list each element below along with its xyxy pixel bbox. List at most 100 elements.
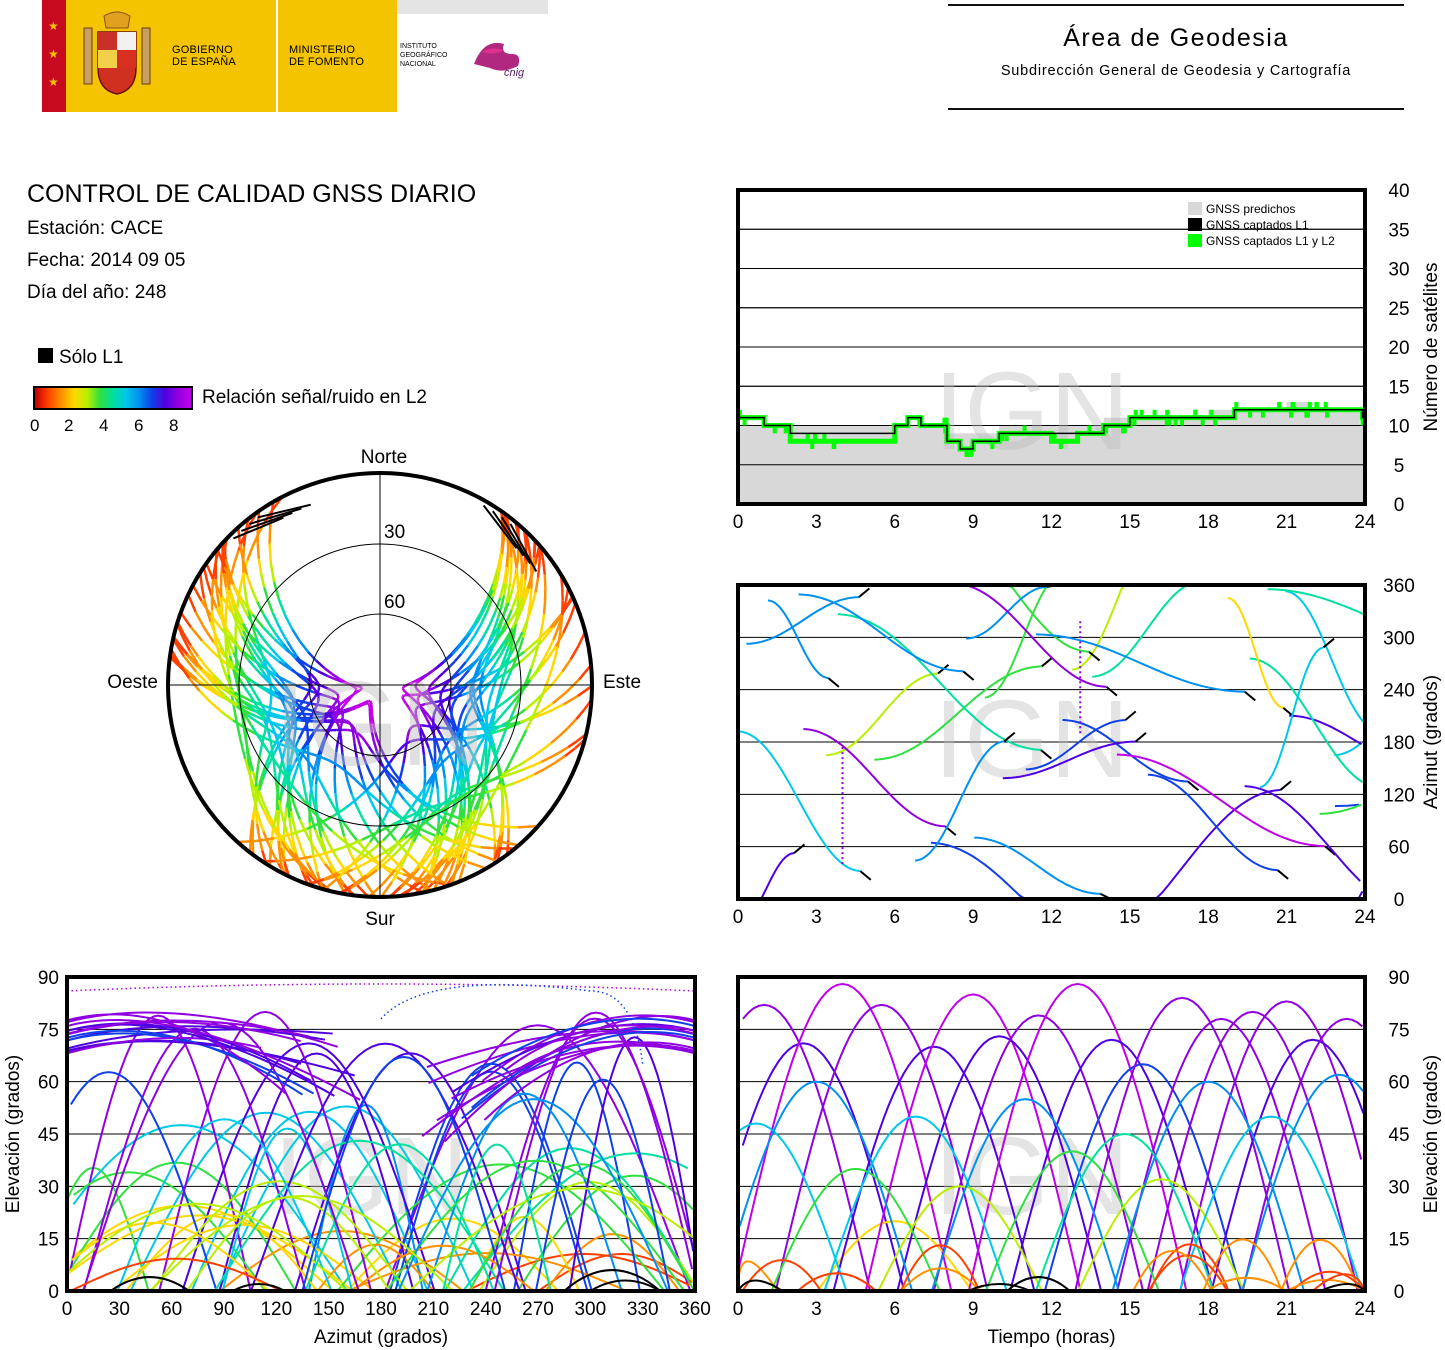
sky-track-segment xyxy=(254,652,264,664)
sky-track-segment xyxy=(459,661,467,670)
y-axis-title: Número de satélites xyxy=(1421,263,1442,432)
sky-track-segment xyxy=(461,689,473,697)
sky-track-segment xyxy=(419,706,425,713)
y-tick-label: 0 xyxy=(1394,1282,1405,1303)
sky-track-segment xyxy=(505,612,517,628)
sky-track-segment xyxy=(549,751,560,759)
elevation-azimuth-track xyxy=(443,1014,696,1143)
sky-track-segment xyxy=(490,685,495,694)
area-rule-top xyxy=(948,4,1404,6)
sky-track-segment xyxy=(397,746,403,753)
sky-track-segment xyxy=(489,726,499,734)
sky-track-segment xyxy=(540,756,551,764)
y-tick-label: 120 xyxy=(1383,785,1415,806)
elevation-azimuth-track xyxy=(181,1042,436,1292)
sky-track-segment xyxy=(262,659,268,668)
sky-track-segment xyxy=(495,627,502,637)
sky-track-segment xyxy=(352,863,364,871)
sky-track-segment xyxy=(529,588,533,603)
sky-track-segment xyxy=(256,543,261,559)
sky-track-segment xyxy=(251,613,265,629)
sky-track-segment xyxy=(558,624,563,637)
sky-track-segment xyxy=(178,663,191,680)
sky-track-segment xyxy=(499,595,506,608)
sky-track-segment xyxy=(303,829,312,842)
sky-track-segment xyxy=(466,707,473,714)
sky-track-segment xyxy=(342,699,350,707)
sky-track-segment xyxy=(212,674,223,685)
elevation-azimuth-track xyxy=(484,1017,694,1292)
sky-track-segment xyxy=(196,665,212,680)
sky-track-segment xyxy=(377,816,387,831)
sky-track-segment xyxy=(507,637,513,648)
sky-track-segment xyxy=(333,806,347,817)
sky-track-segment xyxy=(469,694,473,700)
svg-text:★: ★ xyxy=(48,19,59,33)
elevation-time-track xyxy=(742,1003,872,1292)
sky-track-segment xyxy=(236,705,252,716)
sky-track-segment xyxy=(473,748,479,756)
sky-track-segment xyxy=(455,816,461,832)
sky-track-segment xyxy=(426,668,436,676)
sky-track-segment xyxy=(269,646,279,657)
sky-track-segment xyxy=(458,675,465,683)
sky-track-segment xyxy=(357,739,362,747)
sky-track-segment xyxy=(569,645,580,661)
azimuth-track-tail xyxy=(1187,780,1200,791)
x-tick-label: 0 xyxy=(733,1299,744,1320)
sky-track-segment xyxy=(425,777,432,785)
skyplot-tracks xyxy=(168,496,593,898)
sky-track-segment xyxy=(498,690,504,699)
sky-track-segment xyxy=(364,702,368,706)
sky-track-segment xyxy=(227,631,237,643)
sky-track-segment xyxy=(549,612,564,629)
sky-track-segment xyxy=(496,607,503,619)
sky-track-segment xyxy=(352,725,357,731)
sky-track-segment xyxy=(327,796,335,807)
sky-track-segment xyxy=(273,833,292,840)
sky-track-segment xyxy=(219,597,224,609)
sky-track-segment xyxy=(182,655,198,673)
sky-track-segment xyxy=(486,788,496,794)
sky-track-segment xyxy=(362,858,373,866)
sky-track-segment xyxy=(300,849,309,864)
sky-track-segment xyxy=(547,639,555,652)
l1-only-track xyxy=(232,1283,286,1292)
sky-track-segment xyxy=(388,867,404,876)
sky-track-segment xyxy=(402,688,406,693)
sky-track-segment xyxy=(414,685,418,689)
sky-track-segment xyxy=(257,798,265,810)
sky-track-segment xyxy=(493,655,502,666)
sky-track-segment xyxy=(201,639,215,654)
sky-track-segment xyxy=(254,636,260,646)
sky-track-segment xyxy=(230,639,244,653)
sky-track-segment xyxy=(294,750,300,757)
sky-track-segment xyxy=(331,672,340,680)
sky-track-segment xyxy=(541,560,547,575)
sky-track-segment xyxy=(479,822,499,828)
elevation-azimuth-chart: IGN 0 30 60 90 120 150 180 210 240 270 300 330 360 0 15… xyxy=(3,968,711,1348)
elevation-azimuth-track xyxy=(442,1143,552,1292)
sky-track-segment xyxy=(451,830,459,847)
sky-track-segment xyxy=(525,721,532,731)
azimuth-track xyxy=(966,585,1048,640)
sky-track-segment xyxy=(348,853,362,868)
l1-only-track xyxy=(967,1283,1032,1292)
sky-track-segment xyxy=(323,862,335,876)
sky-track-segment xyxy=(255,810,262,822)
sky-track-segment xyxy=(271,757,280,767)
sky-track-segment xyxy=(461,787,469,793)
sky-track-segment xyxy=(242,532,247,547)
azimuth-track xyxy=(936,584,1090,653)
sky-track-segment xyxy=(501,817,505,833)
sky-track-segment xyxy=(330,696,336,701)
sky-track-segment xyxy=(368,829,380,843)
sky-track-segment xyxy=(369,830,381,845)
sky-track-segment xyxy=(250,699,268,709)
sky-track-segment xyxy=(245,716,253,727)
sky-track-segment xyxy=(428,696,434,702)
elevation-azimuth-track xyxy=(346,1217,559,1292)
sky-track-segment xyxy=(496,839,520,847)
sky-track-segment xyxy=(361,753,367,763)
